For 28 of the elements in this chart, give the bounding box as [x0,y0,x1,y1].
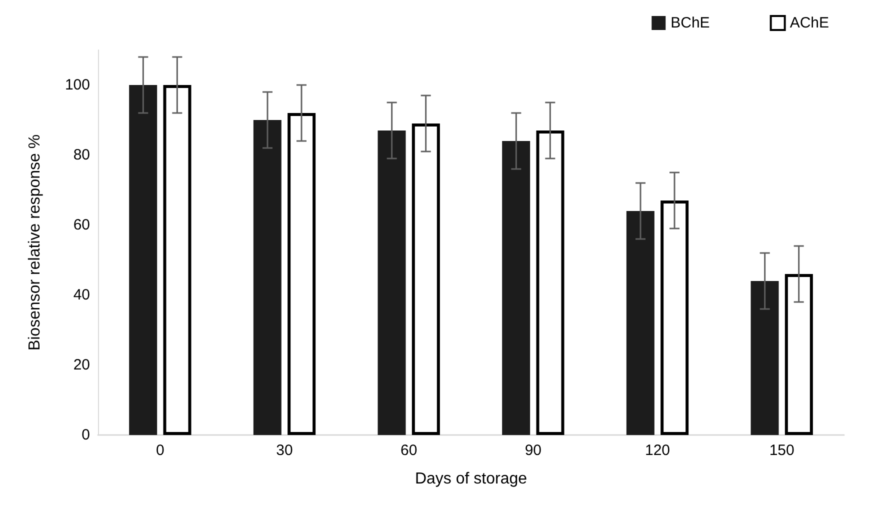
bar [412,124,440,435]
bar [378,130,406,435]
y-tick-label: 60 [73,216,90,234]
bar [536,130,564,435]
bar [253,120,282,435]
x-tick-label: 150 [769,442,794,459]
x-tick-label: 30 [276,442,293,459]
bar [288,113,316,435]
bar [502,141,530,435]
y-axis-title: Biosensor relative response % [26,134,44,351]
legend-label: BChE [670,14,710,32]
x-tick-label: 60 [400,442,418,459]
bar [129,85,158,435]
bar [784,274,813,435]
y-tick-label: 80 [73,146,90,164]
y-tick-label: 100 [64,76,90,94]
x-tick-label: 90 [524,442,542,459]
bar [163,85,192,435]
bar [660,200,689,435]
bar [626,211,654,435]
x-tick-label: 0 [156,442,164,459]
y-tick-label: 20 [73,356,90,374]
x-axis-title: Days of storage [414,470,528,488]
y-tick-label: 40 [73,286,90,304]
y-tick-label: 0 [82,426,90,444]
legend-label: AChE [790,14,830,32]
bar [750,281,779,435]
x-tick-label: 120 [644,442,670,459]
